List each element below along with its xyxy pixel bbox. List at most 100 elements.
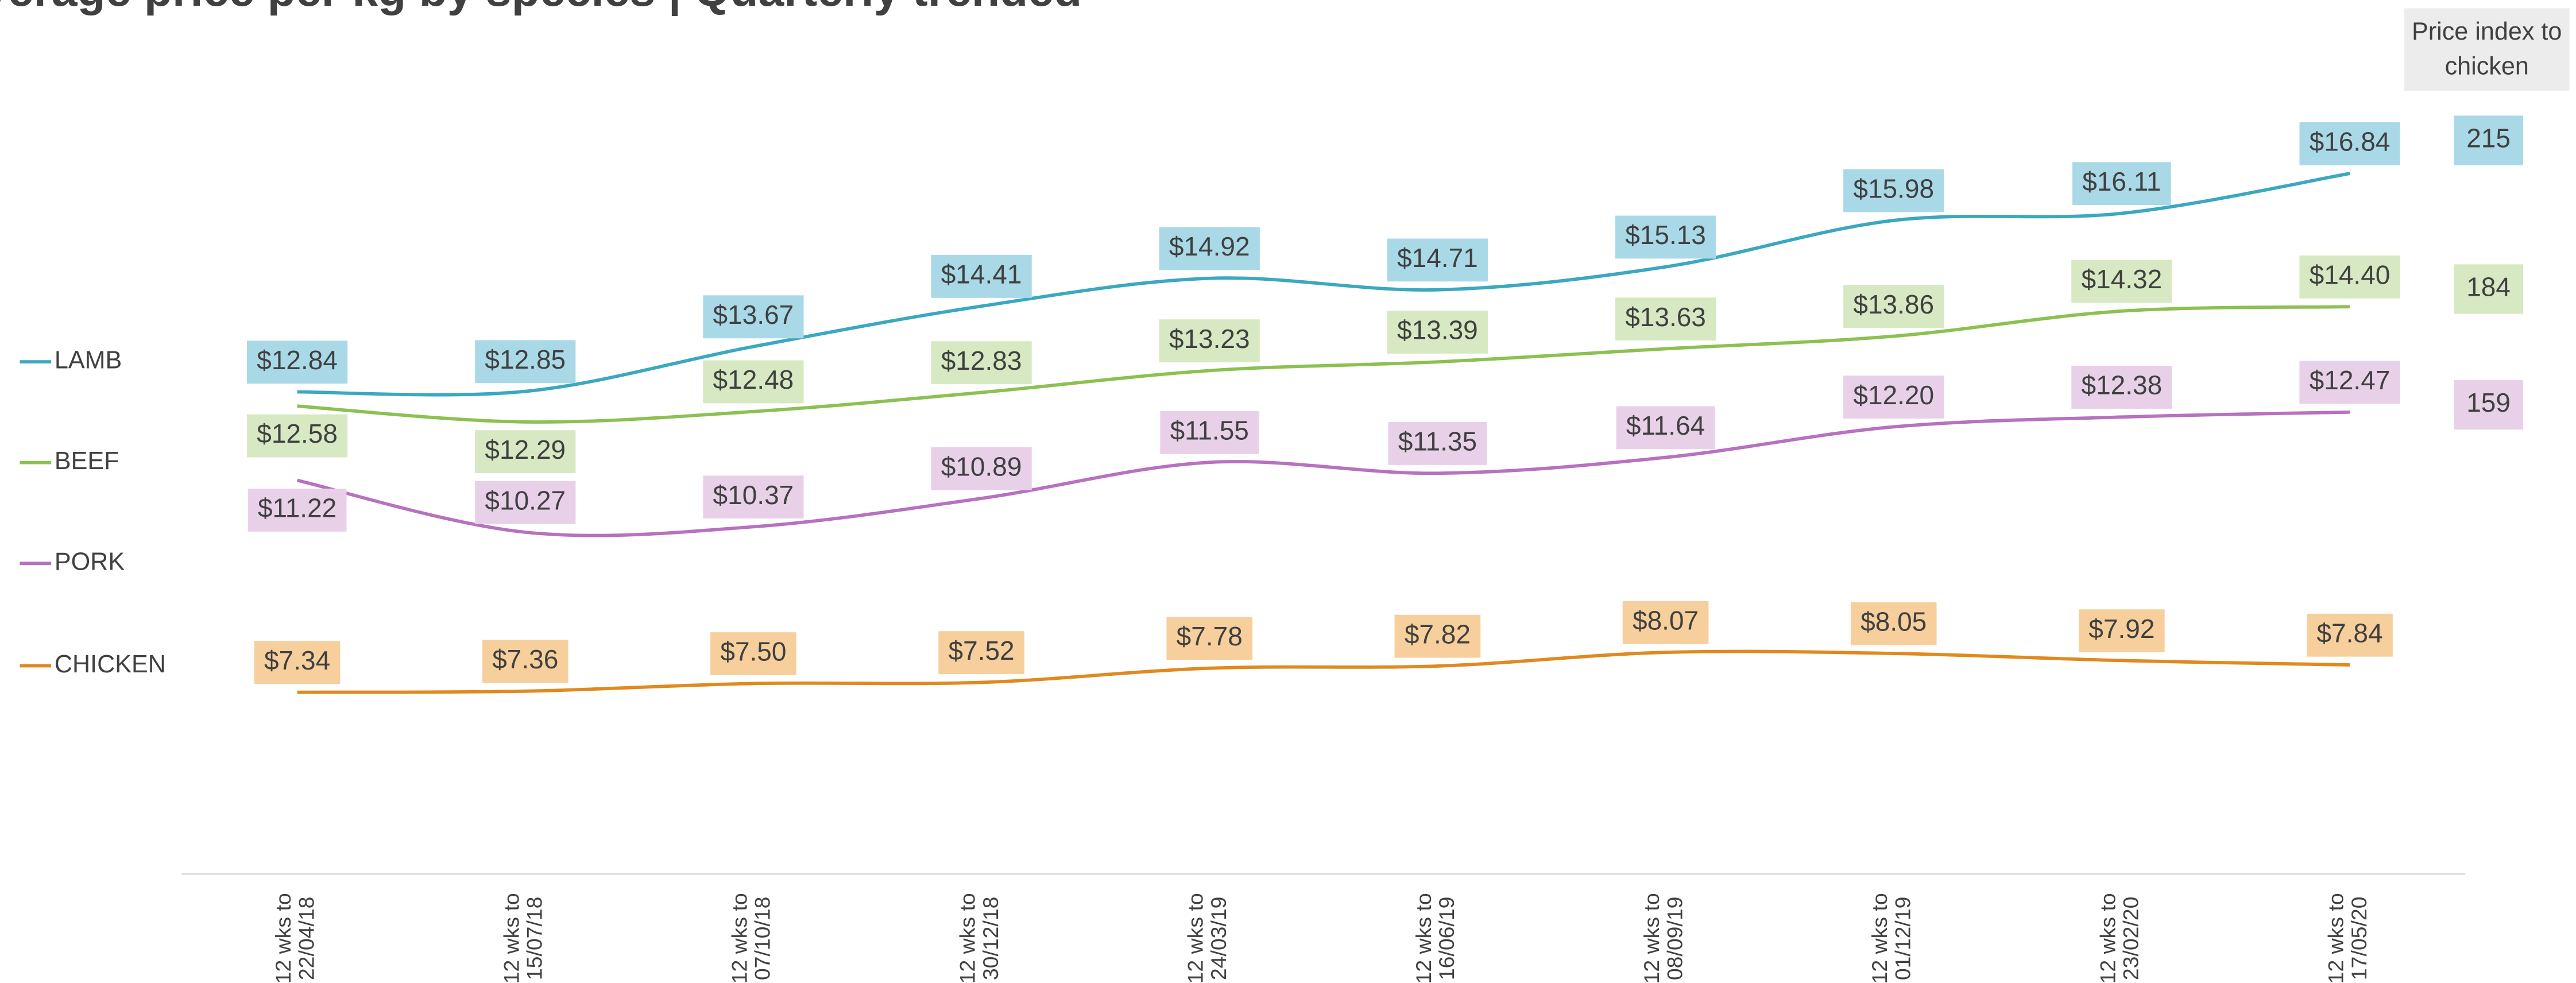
value-label-bg [1850, 602, 1937, 645]
value-label: $16.11 [2082, 167, 2161, 196]
value-label: $12.47 [2310, 365, 2391, 395]
value-label-bg [1615, 297, 1716, 341]
value-label: $12.85 [485, 345, 566, 374]
value-label: $14.32 [2082, 264, 2163, 294]
x-tick-label: 12 wks to 22/04/18 [272, 893, 319, 983]
legend-label: CHICKEN [55, 651, 166, 678]
value-label-bg [2079, 609, 2165, 653]
series-line [297, 305, 2350, 424]
value-label: $12.20 [1853, 380, 1934, 410]
x-tick-label: 12 wks to 24/03/19 [1185, 893, 1231, 983]
x-tick: 12 wks to 07/10/18 [728, 893, 775, 983]
value-label: $12.48 [713, 365, 794, 394]
value-label-bg [931, 341, 1032, 385]
value-label-bg [1166, 617, 1253, 660]
value-label-bg [1160, 411, 1259, 454]
index-header: Price index to chicken [2404, 8, 2570, 91]
value-label: $11.35 [1398, 427, 1477, 456]
value-label-bg [931, 255, 1032, 298]
series-line [297, 649, 2350, 694]
value-label-bg [1159, 227, 1260, 270]
value-label-bg [1622, 601, 1709, 644]
value-label-bg [254, 641, 341, 684]
value-label: $14.71 [1397, 243, 1478, 273]
value-label-bg [1394, 614, 1481, 658]
value-label-bg [1387, 238, 1488, 282]
x-tick-label: 12 wks to 17/05/20 [2324, 893, 2372, 983]
x-tick-label: 12 wks to 01/12/19 [1869, 893, 1916, 983]
index-bg [2454, 380, 2523, 430]
value-label: $12.38 [2082, 370, 2163, 400]
value-label: $7.82 [1405, 619, 1471, 649]
x-tick: 12 wks to 30/12/18 [956, 893, 1003, 983]
value-label: $7.84 [2316, 618, 2382, 648]
x-tick: 12 wks to 22/04/18 [272, 893, 319, 983]
x-tick-label: 12 wks to 23/02/20 [2097, 893, 2144, 983]
legend-label: BEEF [55, 447, 119, 475]
value-label-bg [2072, 162, 2171, 206]
index-header-text: Price index to chicken [2404, 8, 2570, 91]
x-tick-label: 12 wks to 08/09/19 [1641, 893, 1687, 983]
value-label-bg [1843, 169, 1944, 212]
x-tick: 12 wks to 01/12/19 [1869, 893, 1916, 983]
value-label: $8.07 [1633, 606, 1699, 636]
value-label-bg [2071, 260, 2172, 303]
value-label-bg [938, 631, 1024, 675]
value-label: $13.23 [1169, 324, 1250, 354]
index-value: 215 [2466, 123, 2511, 153]
value-label: $10.89 [941, 451, 1022, 481]
value-label: $12.83 [941, 346, 1022, 376]
value-label: $7.52 [949, 636, 1015, 665]
value-label: $10.37 [713, 480, 794, 510]
value-label: $8.05 [1861, 606, 1927, 636]
value-label-bg [703, 360, 804, 404]
value-label-bg [1843, 285, 1944, 328]
value-label-bg [475, 430, 576, 474]
series-line [296, 410, 2350, 537]
index-bg [2454, 115, 2523, 165]
x-tick-label: 12 wks to 15/07/18 [500, 893, 547, 983]
value-label-bg [247, 414, 348, 458]
value-label-bg [2071, 366, 2172, 409]
value-label: $16.84 [2310, 126, 2391, 156]
value-label-bg [2299, 361, 2400, 404]
x-tick-label: 12 wks to 30/12/18 [956, 893, 1003, 983]
value-label-bg [2299, 122, 2400, 165]
x-tick-label: 12 wks to 07/10/18 [728, 893, 775, 983]
value-label: $14.92 [1169, 231, 1250, 261]
value-label: $12.29 [485, 435, 566, 465]
value-label-bg [475, 481, 576, 524]
value-label: $14.41 [941, 260, 1022, 289]
value-label: $15.13 [1625, 220, 1706, 250]
value-label: $11.64 [1626, 411, 1705, 440]
value-label: $13.86 [1853, 289, 1934, 319]
value-label: $11.55 [1170, 416, 1249, 446]
value-label-bg [1159, 319, 1260, 363]
value-label: $15.98 [1853, 173, 1934, 203]
value-label: $14.40 [2310, 260, 2391, 290]
value-label-bg [1616, 406, 1715, 450]
value-label: $7.92 [2088, 614, 2155, 644]
value-label-bg [482, 640, 568, 683]
chart-title: Average price per kg by species | Quarte… [0, 0, 1082, 16]
value-label-bg [2299, 255, 2400, 299]
x-tick: 12 wks to 17/05/20 [2324, 893, 2372, 983]
legend-label: LAMB [55, 347, 122, 374]
x-tick-label: 12 wks to 16/06/19 [1413, 893, 1459, 983]
value-label: $7.36 [492, 644, 558, 674]
value-label-bg [1388, 422, 1487, 465]
value-label-bg [247, 488, 347, 532]
index-value: 159 [2466, 388, 2511, 417]
x-tick: 12 wks to 08/09/19 [1641, 893, 1687, 983]
value-label: $7.78 [1177, 621, 1243, 651]
index-bg [2454, 264, 2523, 314]
value-label: $7.34 [264, 645, 330, 675]
value-label-bg [710, 632, 796, 675]
value-label: $13.39 [1397, 315, 1478, 345]
value-label-bg [703, 475, 804, 519]
x-tick: 12 wks to 23/02/20 [2097, 893, 2144, 983]
value-label: $7.50 [720, 637, 786, 667]
value-label: $11.22 [258, 493, 336, 523]
value-label: $12.84 [257, 345, 338, 375]
